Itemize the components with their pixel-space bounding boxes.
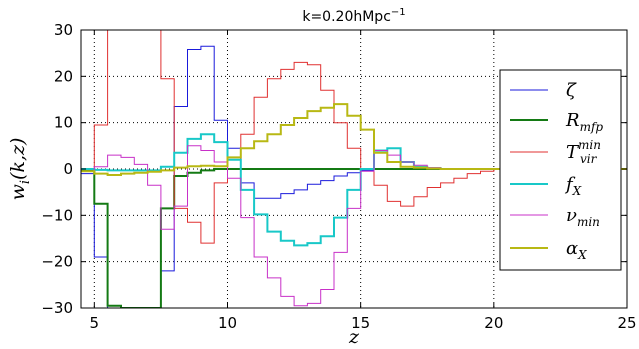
y-tick-label: −20 bbox=[41, 253, 73, 271]
legend-sub: X bbox=[577, 248, 587, 262]
legend-sub: vir bbox=[580, 152, 598, 166]
chart-title: k=0.20hMpc−1 bbox=[302, 7, 405, 25]
x-tick-label: 5 bbox=[90, 314, 100, 332]
legend-symbol: ν bbox=[566, 205, 577, 226]
legend-sub: min bbox=[577, 215, 600, 229]
legend-symbol: T bbox=[566, 142, 580, 163]
legend-label-1: ζ bbox=[566, 80, 577, 101]
y-tick-label: 10 bbox=[54, 114, 73, 132]
legend-symbol: α bbox=[566, 238, 578, 259]
legend-label-5: νmin bbox=[566, 205, 600, 229]
series-line-6 bbox=[81, 103, 627, 176]
legend-symbol: R bbox=[565, 110, 580, 131]
x-tick-label: 25 bbox=[617, 314, 636, 332]
y-axis-label-sub: i bbox=[18, 180, 33, 184]
y-tick-label: −30 bbox=[41, 299, 73, 317]
y-axis-label-w: w bbox=[7, 184, 29, 200]
y-tick-label: 20 bbox=[54, 67, 73, 85]
legend-label-2: Rmfp bbox=[565, 110, 603, 134]
legend-label-3: Tmin vir bbox=[566, 138, 601, 166]
chart-title-main: k=0.20hMpc bbox=[302, 9, 391, 25]
y-tick-label: −10 bbox=[41, 206, 73, 224]
legend-sub: mfp bbox=[580, 120, 604, 134]
legend-frame bbox=[499, 69, 622, 271]
ticks bbox=[81, 29, 628, 309]
x-tick-label: 10 bbox=[218, 314, 237, 332]
legend-sub: X bbox=[572, 184, 582, 198]
x-tick-label: 20 bbox=[484, 314, 503, 332]
legend-label-6: αX bbox=[566, 238, 587, 262]
y-axis-label-args: (k,z) bbox=[7, 138, 29, 180]
tick-labels: 5 10 15 20 25 −30 −20 −10 0 10 20 30 bbox=[41, 21, 636, 332]
x-axis-label: z bbox=[348, 326, 360, 348]
y-tick-label: 30 bbox=[54, 21, 73, 39]
chart-title-sup: −1 bbox=[391, 7, 406, 18]
y-tick-label: 0 bbox=[63, 160, 73, 178]
x-tick-label: 15 bbox=[351, 314, 370, 332]
y-axis-label: wi(k,z) bbox=[7, 138, 33, 201]
legend-sup: min bbox=[578, 138, 601, 152]
legend-symbol: ζ bbox=[566, 80, 577, 101]
